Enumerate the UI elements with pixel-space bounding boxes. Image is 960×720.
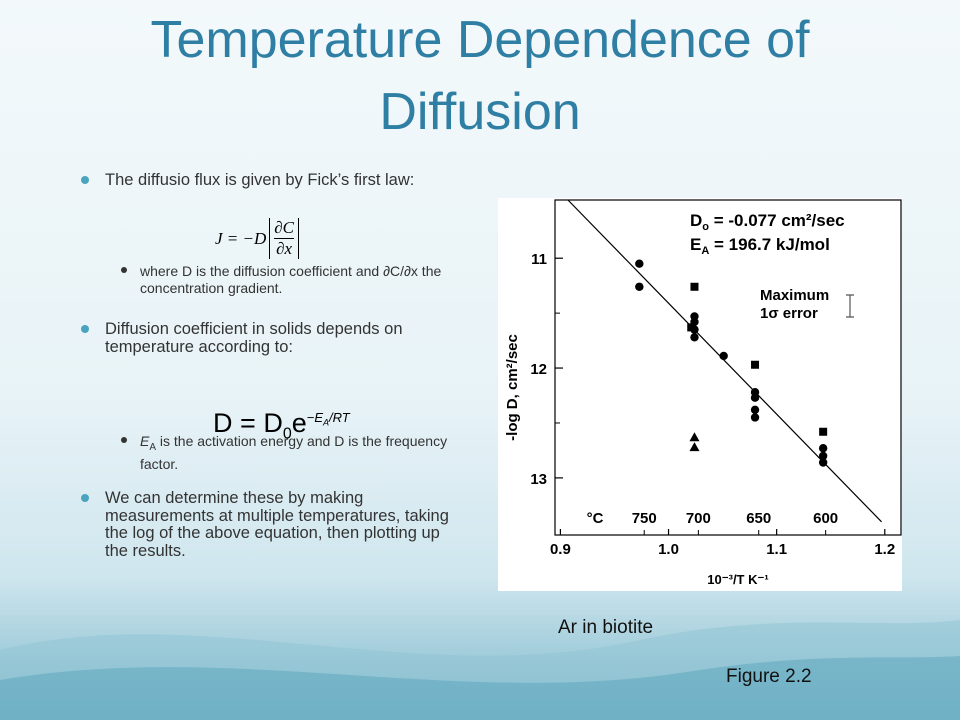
annotation-subscript: A [701,245,709,257]
y-tick-label: 11 [531,251,547,268]
y-axis-label: -log D, cm²/sec [504,334,521,441]
sub-bullet-text: is the activation energy and D is the fr… [140,433,448,473]
annotation-text: = 196.7 kJ/mol [709,235,830,254]
annotation-text: 1σ error [760,305,818,322]
fit-line [567,199,882,523]
point-circle [690,333,699,342]
eq-exp-text: /RT [329,410,350,425]
equation: J = −D ∂C ∂x [215,218,300,259]
equation-lhs: J = −D [215,228,267,248]
point-circle [719,351,728,361]
x-tick-label: 1.1 [766,541,787,558]
slide-title: Temperature Dependence of Diffusion [150,11,810,141]
eq-exp-sub: A [323,417,330,428]
point-circle [818,458,828,467]
figure-label: Figure 2.2 [726,666,812,687]
x-tick-label: 1.0 [658,541,679,558]
annotation-text: Maximum [760,287,829,304]
annotation-text: = -0.077 cm²/sec [709,211,845,230]
point-square [819,427,828,436]
eq-op: = [240,408,256,438]
point-square [687,323,696,332]
x-tick-label: 1.2 [874,541,895,558]
eq-rhs: D [263,408,283,438]
point-circle [750,413,760,422]
chart: 11 12 13 0.9 1.0 1.1 1.2 750 700 650 600 °C 10⁻³/T K… [498,198,902,591]
annotation: Do = -0.077 cm²/sec [690,211,845,233]
point-circle [750,405,760,414]
numerator: ∂C [274,218,295,239]
eq-base: e [291,408,307,438]
bullet: The diffusio flux is given by Fick’s fir… [81,171,445,190]
bullet: We can determine these by making measure… [81,489,449,560]
y-tick-label: 13 [530,471,547,488]
x2-tick-label: 700 [686,510,711,527]
sub-bullet: EA is the activation energy and D is the… [121,433,460,473]
x2-tick-label: 600 [813,510,838,527]
x2-tick-label: 650 [746,510,771,527]
error-bar-symbol [846,294,854,318]
caption: Ar in biotite [558,617,654,638]
annotation: EA = 196.7 kJ/mol [690,235,830,257]
annotation-subscript: o [702,221,709,233]
annotation: 1σ error [760,305,818,322]
x2-tick-label: 750 [632,510,657,527]
point-square [751,360,760,369]
x-axis-label: 10⁻³/T K⁻¹ [707,572,768,587]
point-triangle [689,432,700,442]
point-circle [750,393,760,402]
point-triangle [689,442,700,452]
equation: D = D0e−EA/RT [213,408,350,443]
bullet: Diffusion coefficient in solids depends … [81,320,450,356]
annotation-symbol: E [690,235,701,254]
sub-bullet: where D is the diffusion coefficient and… [121,263,470,296]
x-tick-label: 0.9 [550,541,571,558]
subscript: A [149,441,157,453]
eq-sub: 0 [282,425,292,443]
annotation-symbol: D [690,211,702,230]
fraction: ∂C ∂x [269,218,300,259]
symbol: E [140,433,150,449]
x2-axis-label: °C [587,510,604,527]
annotation: Maximum [760,287,829,304]
denominator: ∂x [276,239,293,258]
eq-exp-symbol: −E [306,410,324,425]
background-wave [0,620,960,720]
point-circle [818,451,828,461]
y-tick-label: 12 [530,361,547,378]
point-circle [818,444,828,453]
eq-lhs: D [213,408,233,438]
point-circle [635,259,644,268]
eq-exp: −EA/RT [306,410,350,428]
point-circle [635,282,644,291]
point-square [690,282,699,291]
